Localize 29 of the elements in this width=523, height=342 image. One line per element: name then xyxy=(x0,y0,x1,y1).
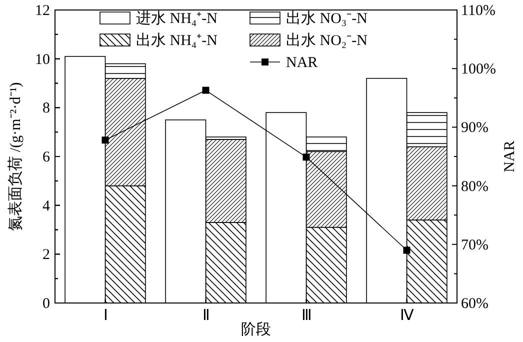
x-tick-label: Ⅲ xyxy=(301,308,312,324)
y-tick-label: 8 xyxy=(42,100,50,117)
y-tick-label: 4 xyxy=(42,198,50,214)
point xyxy=(102,136,109,144)
legend-label: 出水 NH₄⁺-N xyxy=(136,32,218,49)
y2-tick-label: 110% xyxy=(461,3,496,19)
legend-label: 出水 NO₃⁻-N xyxy=(286,10,368,27)
y2-axis-title: NAR xyxy=(502,140,518,172)
y2-tick-label: 70% xyxy=(461,237,488,254)
y-tick-label: 12 xyxy=(35,3,50,19)
point xyxy=(202,86,210,94)
y-tick-label: 10 xyxy=(35,52,50,68)
y-tick-label: 0 xyxy=(42,296,50,312)
y2-tick-label: 60% xyxy=(461,296,488,312)
x-tick-label: Ⅱ xyxy=(202,308,210,324)
point xyxy=(403,246,410,254)
x-tick-label: Ⅳ xyxy=(400,308,414,324)
y-tick-label: 2 xyxy=(42,247,50,264)
x-tick-label: Ⅰ xyxy=(103,308,108,324)
legend-label: NAR xyxy=(286,55,318,71)
point xyxy=(302,154,310,161)
y-axis-title: 氮表面负荷 /(g·m⁻²·d⁻¹) xyxy=(7,82,24,231)
x-axis-title: 阶段 xyxy=(241,321,271,338)
y-tick-label: 6 xyxy=(42,150,50,166)
y2-tick-label: 100% xyxy=(461,62,496,78)
y2-tick-label: 90% xyxy=(461,120,488,136)
y2-tick-label: 80% xyxy=(461,178,488,195)
legend-label: 进水 NH₄⁺-N xyxy=(136,10,218,27)
legend-label: 出水 NO₂⁻-N xyxy=(286,32,368,49)
